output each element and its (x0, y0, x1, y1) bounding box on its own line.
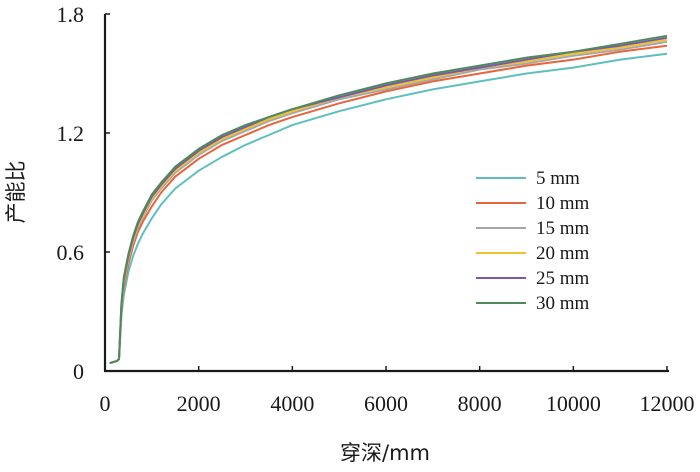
x-tick-label: 2000 (177, 391, 221, 416)
legend-label: 10 mm (536, 193, 590, 214)
y-tick-label: 0.6 (57, 240, 85, 265)
ticks: 0 2000 4000 6000 8000 10000 12000 0 0.6 1.2 1.8 (57, 2, 695, 416)
legend-label: 25 mm (536, 268, 590, 289)
legend: 5 mm 10 mm 15 mm 20 mm 25 mm 30 mm (476, 168, 590, 314)
y-tick-label: 1.8 (57, 2, 85, 27)
legend-label: 5 mm (536, 168, 580, 189)
y-axis-label: 产能比 (4, 161, 28, 224)
y-tick-label: 1.2 (57, 121, 85, 146)
x-tick-label: 8000 (458, 391, 502, 416)
x-tick-label: 4000 (270, 391, 314, 416)
x-axis-label: 穿深/mm (340, 441, 430, 465)
x-tick-label: 10000 (546, 391, 601, 416)
series-line (109, 34, 668, 365)
legend-label: 20 mm (536, 243, 590, 264)
y-tick-label: 0 (73, 359, 84, 384)
x-tick-label: 6000 (364, 391, 408, 416)
series-lines (109, 34, 668, 365)
x-tick-label: 12000 (640, 391, 695, 416)
legend-label: 30 mm (536, 293, 590, 314)
legend-label: 15 mm (536, 218, 590, 239)
x-tick-label: 0 (100, 391, 111, 416)
